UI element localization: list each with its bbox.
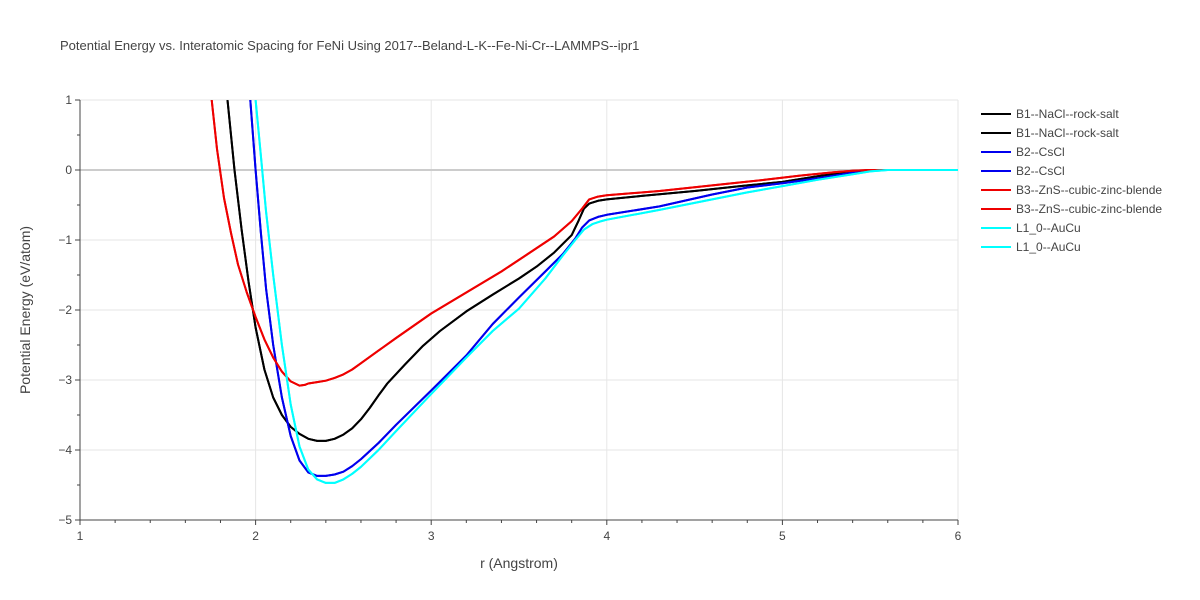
y-tick-label: −4 (58, 443, 72, 457)
x-axis-title: r (Angstrom) (480, 555, 558, 571)
series-lines (210, 100, 958, 484)
y-tick-label: 1 (65, 93, 72, 107)
legend-label: B3--ZnS--cubic-zinc-blende (1016, 183, 1162, 197)
y-tick-label: −3 (58, 373, 72, 387)
legend-label: B2--CsCl (1016, 145, 1065, 159)
x-tick-label: 1 (77, 529, 84, 543)
legend-label: L1_0--AuCu (1016, 221, 1081, 235)
x-tick-labels: 1 2 3 4 5 6 (77, 529, 962, 543)
legend-label: B1--NaCl--rock-salt (1016, 107, 1119, 121)
legend-item[interactable]: B2--CsCl (981, 145, 1065, 159)
y-tick-label: −2 (58, 303, 72, 317)
x-tick-label: 6 (955, 529, 962, 543)
legend-item[interactable]: B2--CsCl (981, 164, 1065, 178)
series-line-0 (226, 100, 958, 442)
series-line-3 (249, 100, 958, 477)
legend-label: B2--CsCl (1016, 164, 1065, 178)
x-tick-label: 4 (603, 529, 610, 543)
grid-lines (80, 99, 959, 520)
series-line-5 (210, 100, 958, 387)
series-line-4 (210, 100, 958, 387)
y-axis-title: Potential Energy (eV/atom) (17, 226, 33, 394)
legend-item[interactable]: B3--ZnS--cubic-zinc-blende (981, 183, 1162, 197)
y-tick-labels: −5 −4 −3 −2 −1 0 1 (58, 93, 72, 527)
legend-label: L1_0--AuCu (1016, 240, 1081, 254)
chart-title: Potential Energy vs. Interatomic Spacing… (60, 38, 639, 53)
series-line-7 (254, 100, 958, 484)
legend-item[interactable]: B3--ZnS--cubic-zinc-blende (981, 202, 1162, 216)
series-line-1 (226, 100, 958, 442)
series-line-2 (249, 100, 958, 477)
y-tick-label: 0 (65, 163, 72, 177)
x-tick-label: 5 (779, 529, 786, 543)
legend-label: B3--ZnS--cubic-zinc-blende (1016, 202, 1162, 216)
x-tick-label: 2 (252, 529, 259, 543)
axes (75, 99, 959, 525)
legend-item[interactable]: L1_0--AuCu (981, 240, 1081, 254)
x-tick-label: 3 (428, 529, 435, 543)
legend-item[interactable]: B1--NaCl--rock-salt (981, 107, 1119, 121)
y-tick-label: −1 (58, 233, 72, 247)
legend-item[interactable]: B1--NaCl--rock-salt (981, 126, 1119, 140)
y-tick-label: −5 (58, 513, 72, 527)
legend[interactable]: B1--NaCl--rock-salt B1--NaCl--rock-salt B2… (981, 107, 1162, 254)
legend-item[interactable]: L1_0--AuCu (981, 221, 1081, 235)
legend-label: B1--NaCl--rock-salt (1016, 126, 1119, 140)
